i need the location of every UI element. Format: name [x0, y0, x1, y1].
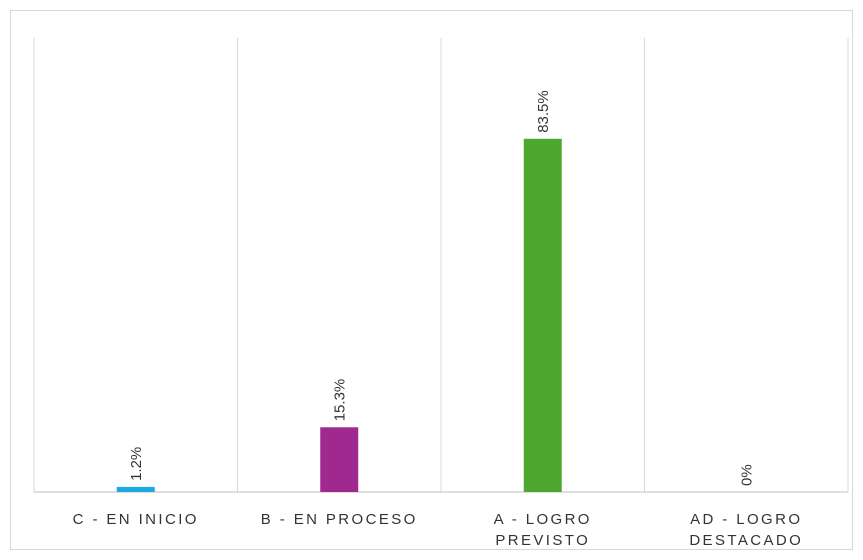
bar [320, 427, 359, 492]
category-label: B - EN PROCESO [261, 511, 418, 528]
data-label: 1.2% [128, 447, 145, 481]
chart-frame [10, 10, 853, 550]
category-label: DESTACADO [689, 532, 803, 549]
category-label: PREVISTO [495, 532, 590, 549]
category-label: AD - LOGRO [690, 511, 802, 528]
bars [116, 138, 562, 493]
category-labels: C - EN INICIO B - EN PROCESO A - LOGRO PREV… [73, 511, 803, 549]
data-label: 15.3% [331, 379, 348, 422]
category-label: C - EN INICIO [73, 511, 199, 528]
data-label: 83.5% [535, 90, 552, 133]
gridlines [33, 38, 849, 492]
bar [523, 138, 562, 493]
data-label: 0% [738, 464, 755, 486]
data-labels: 1.2% 15.3% 83.5% 0% [128, 90, 756, 486]
category-label: A - LOGRO [494, 511, 592, 528]
bar [116, 486, 155, 492]
